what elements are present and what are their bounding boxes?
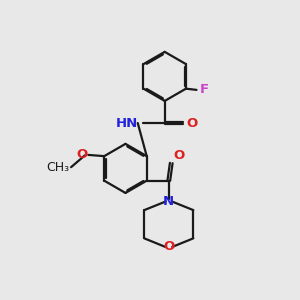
Text: O: O [173,149,184,162]
Text: O: O [186,116,197,130]
Text: O: O [76,148,88,161]
Text: F: F [200,83,208,96]
Text: N: N [163,195,174,208]
Text: CH₃: CH₃ [47,161,70,174]
Text: O: O [163,240,174,254]
Text: HN: HN [116,116,138,130]
